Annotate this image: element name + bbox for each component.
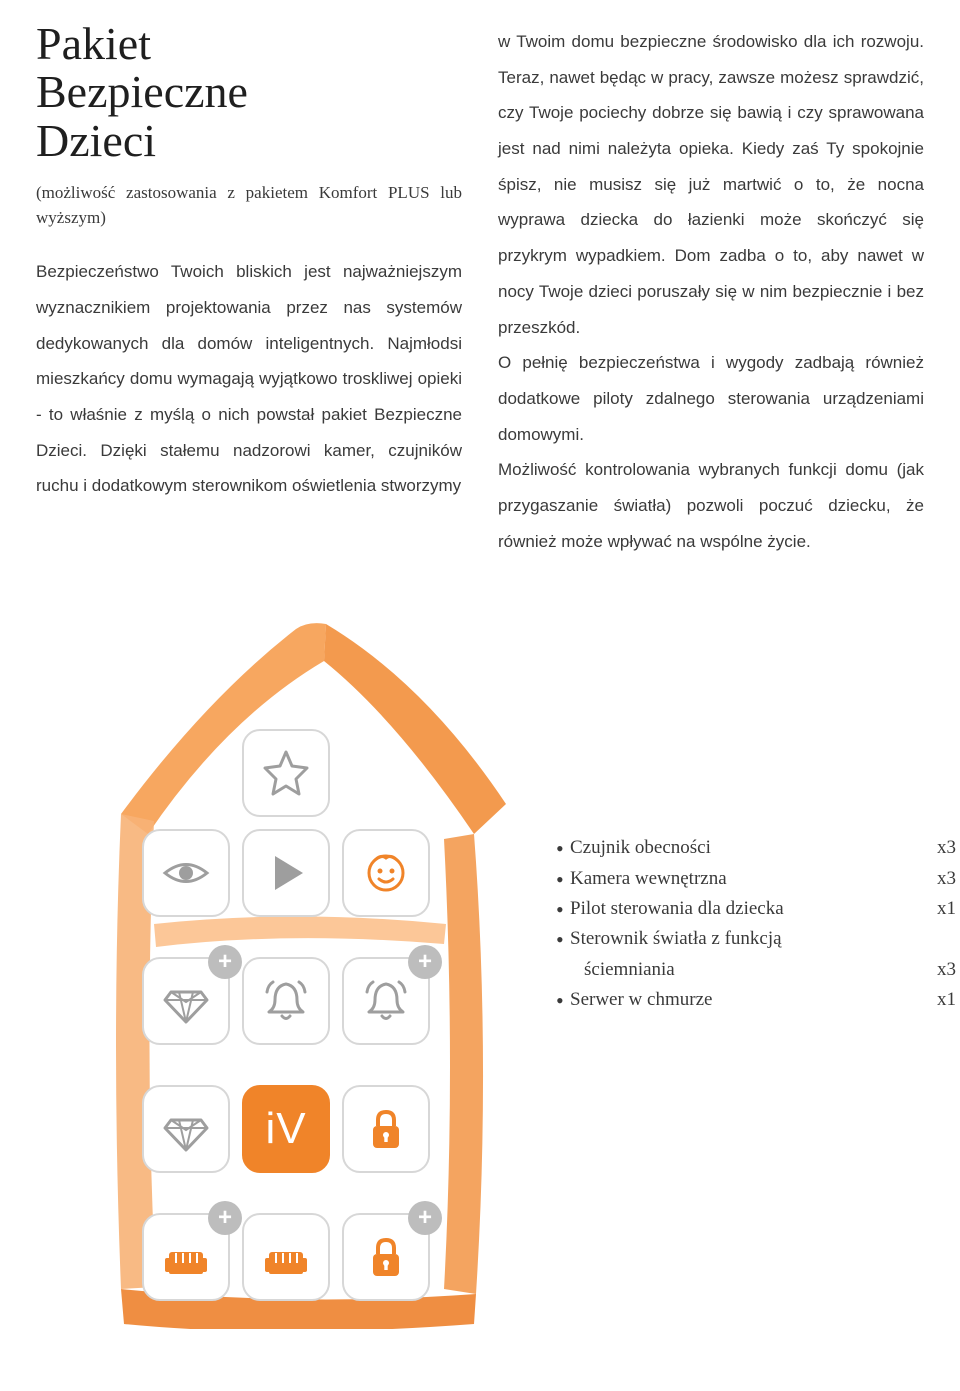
lock-icon	[361, 1232, 411, 1282]
bullet-icon: •	[556, 899, 570, 921]
star-tile	[242, 729, 330, 817]
feature-label: Czujnik obecności	[570, 833, 927, 863]
diamond-tile-2	[142, 1085, 230, 1173]
feature-item: •Czujnik obecnościx3	[556, 833, 956, 863]
plus-icon: +	[208, 1201, 242, 1235]
child-icon	[361, 848, 411, 898]
title-line-2: Bezpieczne	[36, 66, 248, 117]
body-left: Bezpieczeństwo Twoich bliskich jest najw…	[36, 254, 462, 504]
feature-item: •Sterownik światła z funkcją	[556, 924, 956, 954]
iv-label: iV	[265, 1104, 306, 1154]
page-title: Pakiet Bezpieczne Dzieci	[36, 20, 462, 165]
plus-icon: +	[408, 1201, 442, 1235]
feature-qty: x3	[927, 864, 956, 894]
feature-item: •Serwer w chmurzex1	[556, 985, 956, 1015]
bullet-icon: •	[556, 990, 570, 1012]
feature-item: ściemnianiax3	[556, 955, 956, 985]
feature-item: •Pilot sterowania dla dzieckax1	[556, 894, 956, 924]
body-right: w Twoim domu bezpieczne środowisko dla i…	[498, 20, 924, 559]
iv-tile: iV	[242, 1085, 330, 1173]
feature-qty: x1	[927, 894, 956, 924]
feature-qty: x1	[927, 985, 956, 1015]
bullet-icon: •	[556, 869, 570, 891]
feature-list: •Czujnik obecnościx3•Kamera wewnętrznax3…	[556, 833, 956, 1015]
child-tile	[342, 829, 430, 917]
iv-icon: iV	[261, 1104, 311, 1154]
feature-qty: x3	[927, 955, 956, 985]
sofa-icon	[261, 1232, 311, 1282]
feature-qty: x3	[927, 833, 956, 863]
bell-icon	[261, 976, 311, 1026]
subtitle: (możliwość zastosowania z pakietem Komfo…	[36, 181, 462, 230]
bullet-icon: •	[556, 929, 570, 951]
bell-tile-2: +	[342, 957, 430, 1045]
title-line-1: Pakiet	[36, 18, 151, 69]
feature-label: Sterownik światła z funkcją	[570, 924, 946, 954]
infographic: ++iV++ •Czujnik obecnościx3•Kamera wewnę…	[36, 589, 924, 1349]
sofa-tile-1: +	[142, 1213, 230, 1301]
title-line-3: Dzieci	[36, 115, 156, 166]
sofa-icon	[161, 1232, 211, 1282]
diamond-icon	[161, 1104, 211, 1154]
bell-tile-1	[242, 957, 330, 1045]
diamond-icon	[161, 976, 211, 1026]
plus-icon: +	[208, 945, 242, 979]
feature-item: •Kamera wewnętrznax3	[556, 864, 956, 894]
play-icon	[261, 848, 311, 898]
eye-icon	[161, 848, 211, 898]
feature-label: Kamera wewnętrzna	[570, 864, 927, 894]
feature-label: ściemniania	[570, 955, 927, 985]
lock-tile-1	[342, 1085, 430, 1173]
diamond-tile-1: +	[142, 957, 230, 1045]
feature-label: Pilot sterowania dla dziecka	[570, 894, 927, 924]
lock-icon	[361, 1104, 411, 1154]
plus-icon: +	[408, 945, 442, 979]
sofa-tile-2	[242, 1213, 330, 1301]
eye-tile	[142, 829, 230, 917]
feature-label: Serwer w chmurze	[570, 985, 927, 1015]
play-tile	[242, 829, 330, 917]
lock-tile-2: +	[342, 1213, 430, 1301]
star-icon	[261, 748, 311, 798]
bullet-icon: •	[556, 838, 570, 860]
bell-icon	[361, 976, 411, 1026]
